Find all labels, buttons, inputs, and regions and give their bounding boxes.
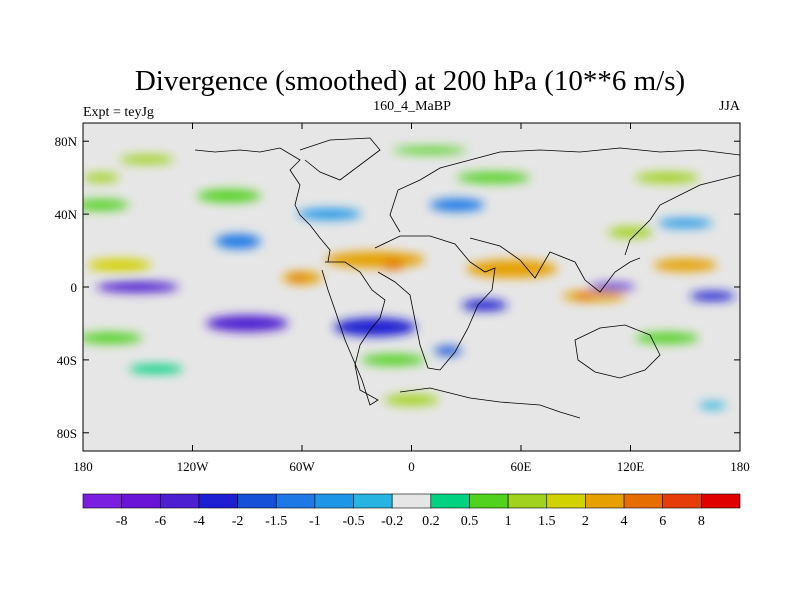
divergence-anomaly-2 <box>466 259 558 278</box>
divergence-anomaly-10 <box>206 315 289 332</box>
divergence-anomaly-25 <box>393 146 467 154</box>
divergence-anomaly-12 <box>461 299 508 311</box>
colorbar-label-6: -0.5 <box>342 514 364 529</box>
y-tick-label-2: 0 <box>71 280 78 295</box>
colorbar-label-9: 0.5 <box>461 514 479 529</box>
coastline-east-asia <box>624 174 740 256</box>
colorbar-label-13: 4 <box>621 514 628 529</box>
y-tick-label-0: 80N <box>55 134 78 149</box>
divergence-anomaly-31 <box>635 332 699 344</box>
colorbar-box-1 <box>121 493 161 509</box>
divergence-anomaly-24 <box>119 154 175 164</box>
colorbar-label-15: 8 <box>698 514 705 529</box>
y-axis-ticks: 80N 40N 0 40S 80S <box>55 134 740 441</box>
divergence-anomaly-27 <box>83 332 143 344</box>
divergence-anomaly-23 <box>635 172 699 184</box>
y-tick-label-3: 40S <box>57 353 77 368</box>
chart-title: Divergence (smoothed) at 200 hPa (10**6 … <box>135 65 685 97</box>
divergence-anomaly-22 <box>457 172 531 184</box>
divergence-anomaly-28 <box>128 364 184 374</box>
colorbar-box-11 <box>507 493 548 509</box>
divergence-anomaly-17 <box>297 208 362 220</box>
colorbar-label-0: -8 <box>116 514 128 529</box>
colorbar-box-12 <box>546 493 586 509</box>
divergence-anomaly-18 <box>429 198 485 212</box>
coastline-antarctica <box>399 387 581 419</box>
colorbar-label-2: -4 <box>193 514 205 529</box>
x-tick-label-4: 60E <box>511 459 532 474</box>
colorbar: -8 -6 -4 -2 -1.5 -1 -0.5 -0.2 0.2 0.5 1 1.5 2 4 6 8 <box>82 493 741 529</box>
divergence-anomaly-14 <box>589 283 636 291</box>
y-tick-label-4: 80S <box>57 426 77 441</box>
divergence-anomaly-32 <box>698 401 727 410</box>
coastline-eurasia <box>389 147 740 233</box>
divergence-anomaly-8 <box>291 274 306 282</box>
x-tick-label-2: 60W <box>289 459 315 474</box>
x-tick-label-5: 120E <box>617 459 645 474</box>
divergence-anomaly-13 <box>434 346 462 356</box>
colorbar-box-4 <box>237 493 277 509</box>
coastline-greenland <box>299 137 381 181</box>
divergence-anomaly-0 <box>324 251 426 268</box>
divergence-anomaly-21 <box>197 189 261 203</box>
coastline-south-asia <box>469 237 641 293</box>
colorbar-box-5 <box>275 493 316 509</box>
x-tick-label-3: 0 <box>408 459 415 474</box>
divergence-anomaly-30 <box>384 394 439 406</box>
colorbar-box-2 <box>159 493 200 509</box>
divergence-field <box>83 146 736 410</box>
coastline-north-america <box>194 147 331 263</box>
colorbar-box-0 <box>82 493 122 509</box>
colorbar-box-13 <box>585 493 625 509</box>
x-tick-label-6: 180 <box>730 459 750 474</box>
colorbar-box-16 <box>701 493 741 509</box>
colorbar-box-8 <box>391 493 432 509</box>
divergence-anomaly-11 <box>333 317 417 337</box>
coastline-australia <box>574 324 661 379</box>
divergence-anomaly-6 <box>87 258 152 272</box>
divergence-anomaly-5 <box>653 258 718 272</box>
colorbar-box-3 <box>198 493 238 509</box>
divergence-anomaly-15 <box>689 291 736 301</box>
colorbar-label-5: -1 <box>309 514 321 529</box>
y-tick-label-1: 40N <box>55 207 78 222</box>
coastline-south-america <box>321 261 386 406</box>
colorbar-label-10: 1 <box>505 514 512 529</box>
divergence-anomaly-33 <box>83 173 120 183</box>
colorbar-label-4: -1.5 <box>265 514 287 529</box>
x-tick-label-0: 180 <box>73 459 93 474</box>
subtitle-experiment: Expt = teyJg <box>83 105 154 120</box>
colorbar-label-12: 2 <box>582 514 589 529</box>
colorbar-label-8: 0.2 <box>422 514 440 529</box>
subtitle-run-name: 160_4_MaBP <box>373 99 451 114</box>
colorbar-label-11: 1.5 <box>538 514 556 529</box>
colorbar-label-1: -6 <box>154 514 166 529</box>
colorbar-box-15 <box>662 493 702 509</box>
divergence-anomaly-9 <box>96 281 179 293</box>
divergence-anomaly-16 <box>215 234 261 249</box>
x-tick-label-1: 120W <box>177 459 210 474</box>
divergence-anomaly-26 <box>607 226 654 238</box>
colorbar-label-7: -0.2 <box>381 514 403 529</box>
colorbar-box-9 <box>430 493 470 509</box>
divergence-anomaly-20 <box>83 199 129 211</box>
coastlines <box>194 137 740 419</box>
colorbar-box-14 <box>623 493 664 509</box>
divergence-anomaly-19 <box>657 218 713 228</box>
divergence-anomaly-29 <box>361 354 426 366</box>
divergence-anomaly-4 <box>575 292 594 300</box>
colorbar-box-10 <box>469 493 509 509</box>
coastline-africa <box>374 235 496 371</box>
x-axis-ticks: 180 120W 60W 0 60E 120E 180 <box>73 123 750 474</box>
divergence-anomaly-1 <box>382 260 405 270</box>
plot-area <box>83 123 740 451</box>
colorbar-label-3: -2 <box>232 514 244 529</box>
colorbar-box-7 <box>353 493 393 509</box>
colorbar-box-6 <box>314 493 354 509</box>
subtitle-season: JJA <box>719 99 741 114</box>
colorbar-label-14: 6 <box>659 514 666 529</box>
